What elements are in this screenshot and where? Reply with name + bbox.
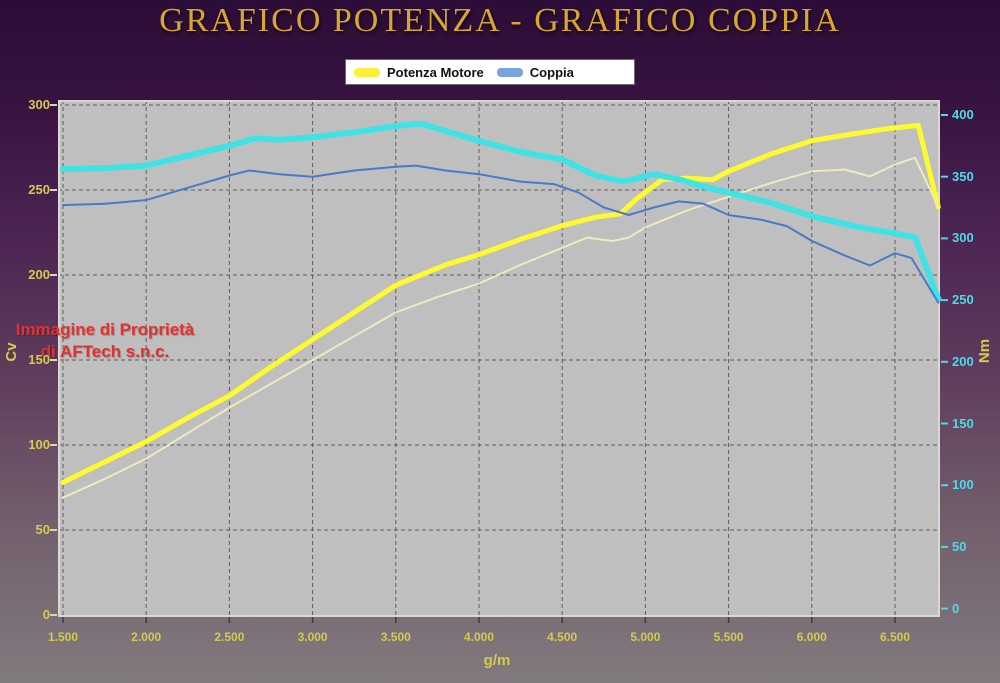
y-right-tick-label: 100 <box>952 477 974 493</box>
x-tick-label: 5.000 <box>630 630 661 644</box>
y-left-tick-label: 150 <box>28 352 50 367</box>
y-right-tick-label: 350 <box>952 168 974 184</box>
y-left-tick-label: 0 <box>42 607 50 622</box>
x-tick-label: 3.500 <box>380 630 411 644</box>
legend: Potenza Motore Coppia <box>345 59 635 85</box>
y-left-tick-label: 300 <box>28 97 50 112</box>
y-right-tick-label: 150 <box>952 415 974 431</box>
x-tick-label: 4.500 <box>547 630 578 644</box>
series-coppia <box>60 120 942 302</box>
y-right-tick-label: 200 <box>952 353 974 369</box>
legend-label-coppia: Coppia <box>529 64 574 80</box>
y-right-tick-label: 250 <box>952 292 974 308</box>
y-right-tick-label: 50 <box>952 538 967 554</box>
series-coppia-curva-sottile <box>62 164 940 304</box>
y-left-tick-label: 100 <box>28 437 50 452</box>
x-tick-label: 5.500 <box>713 630 744 644</box>
legend-swatch-coppia-icon <box>496 67 523 77</box>
page-title: GRAFICO POTENZA - GRAFICO COPPIA <box>159 2 841 39</box>
series-potenza-motore <box>60 122 941 485</box>
watermark-line1: Immagine di Proprietà <box>15 320 195 339</box>
y-right-tick-label: 300 <box>952 230 974 246</box>
x-tick-label: 2.500 <box>214 630 245 644</box>
legend-swatch-potenza-icon <box>354 67 380 77</box>
x-tick-label: 1.500 <box>47 630 79 644</box>
watermark: Immagine di Proprietà di AFTech s.n.c. <box>0 319 275 363</box>
series-potenza-curva-sottile <box>62 156 940 499</box>
x-tick-label: 3.000 <box>297 630 328 644</box>
x-tick-label: 6.000 <box>796 630 827 644</box>
y-left-tick-label: 200 <box>28 267 50 282</box>
y-right-tick-label: 400 <box>952 107 974 122</box>
x-axis-title: g/m <box>483 652 511 669</box>
y-right-tick-label: 0 <box>952 600 960 616</box>
y-left-tick-label: 250 <box>28 182 50 197</box>
chart-svg <box>50 100 948 623</box>
x-tick-label: 4.000 <box>463 630 495 644</box>
legend-label-potenza: Potenza Motore <box>387 64 484 80</box>
y-left-tick-label: 50 <box>35 522 50 537</box>
watermark-line2: di AFTech s.n.c. <box>40 342 170 361</box>
plot-area: Immagine di Proprietà di AFTech s.n.c. <box>16 100 948 623</box>
x-tick-label: 2.000 <box>131 630 162 644</box>
x-tick-label: 6.500 <box>879 630 911 644</box>
